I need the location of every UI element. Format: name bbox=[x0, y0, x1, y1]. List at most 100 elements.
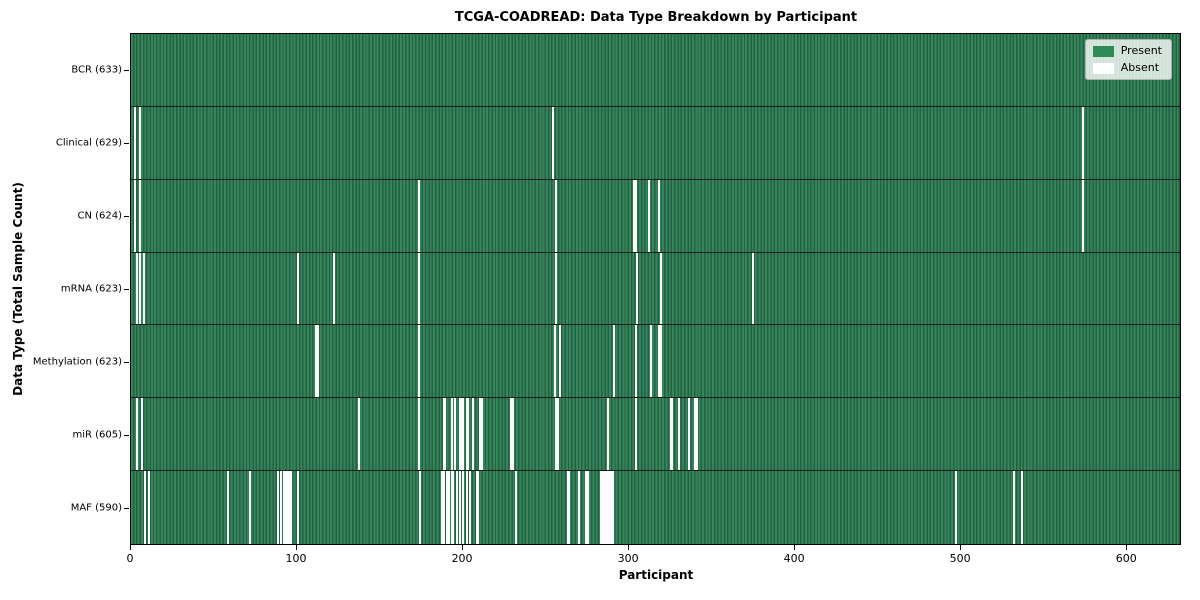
ytick-mark bbox=[124, 435, 129, 436]
absent-cell bbox=[480, 398, 483, 471]
absent-cell bbox=[585, 471, 588, 544]
absent-cell bbox=[144, 471, 147, 544]
y-axis-label: Data Type (Total Sample Count) bbox=[11, 182, 25, 396]
absent-cell bbox=[419, 471, 422, 544]
xtick-mark bbox=[794, 545, 796, 550]
present-swatch bbox=[1092, 45, 1114, 57]
absent-cell bbox=[467, 398, 470, 471]
absent-cell bbox=[609, 471, 612, 544]
absent-cell bbox=[608, 471, 611, 544]
absent-cell bbox=[447, 471, 450, 544]
absent-cell bbox=[276, 471, 279, 544]
xtick-label-600: 600 bbox=[1115, 552, 1137, 565]
xtick-mark bbox=[130, 545, 131, 550]
heatmap-row-CN bbox=[131, 179, 1180, 253]
chart-title: TCGA-COADREAD: Data Type Breakdown by Pa… bbox=[454, 10, 858, 25]
absent-cell bbox=[314, 325, 317, 398]
xtick-mark bbox=[960, 545, 962, 550]
absent-cell bbox=[358, 398, 361, 471]
absent-cell bbox=[696, 398, 699, 471]
absent-cell bbox=[475, 471, 478, 544]
absent-cell bbox=[459, 471, 462, 544]
heatmap-row-Methylation bbox=[131, 325, 1180, 399]
absent-cell bbox=[694, 398, 697, 471]
absent-cell bbox=[135, 252, 138, 325]
absent-cell bbox=[512, 398, 515, 471]
plot-area: Present Absent bbox=[130, 33, 1181, 545]
xtick-label-100: 100 bbox=[285, 552, 307, 565]
absent-cell bbox=[659, 325, 662, 398]
absent-cell bbox=[454, 398, 457, 471]
absent-swatch bbox=[1092, 62, 1114, 74]
absent-cell bbox=[450, 471, 453, 544]
absent-cell bbox=[634, 398, 637, 471]
xtick-label-400: 400 bbox=[783, 552, 805, 565]
absent-cell bbox=[442, 471, 445, 544]
absent-cell bbox=[1082, 179, 1085, 252]
absent-cell bbox=[599, 471, 602, 544]
absent-cell bbox=[142, 252, 145, 325]
absent-cell bbox=[455, 471, 458, 544]
absent-cell bbox=[649, 325, 652, 398]
absent-cell bbox=[606, 471, 609, 544]
absent-cell bbox=[586, 471, 589, 544]
absent-cell bbox=[634, 179, 637, 252]
absent-cell bbox=[139, 179, 142, 252]
absent-cell bbox=[134, 106, 137, 179]
ytick-label-miR: miR (605) bbox=[72, 429, 122, 441]
legend-label-present: Present bbox=[1120, 44, 1162, 57]
absent-cell bbox=[227, 471, 230, 544]
absent-cell bbox=[445, 471, 448, 544]
absent-cell bbox=[296, 252, 299, 325]
absent-cell bbox=[440, 471, 443, 544]
absent-cell bbox=[648, 179, 651, 252]
absent-cell bbox=[671, 398, 674, 471]
xtick-label-0: 0 bbox=[126, 552, 134, 565]
absent-cell bbox=[469, 471, 472, 544]
absent-cell bbox=[603, 471, 606, 544]
absent-cell bbox=[555, 252, 558, 325]
absent-cell bbox=[280, 471, 283, 544]
legend-item-present: Present bbox=[1092, 44, 1162, 57]
xtick-label-300: 300 bbox=[617, 552, 639, 565]
absent-cell bbox=[442, 398, 445, 471]
absent-cell bbox=[465, 398, 468, 471]
absent-cell bbox=[417, 179, 420, 252]
absent-cell bbox=[417, 398, 420, 471]
ytick-mark bbox=[124, 508, 129, 509]
ytick-mark bbox=[124, 362, 129, 363]
absent-cell bbox=[248, 471, 251, 544]
absent-cell bbox=[459, 398, 462, 471]
absent-cell bbox=[634, 325, 637, 398]
absent-cell bbox=[147, 471, 150, 544]
ytick-mark bbox=[124, 70, 129, 71]
absent-cell bbox=[752, 252, 755, 325]
absent-cell bbox=[296, 471, 299, 544]
absent-cell bbox=[669, 398, 672, 471]
xtick-mark bbox=[628, 545, 630, 550]
ytick-label-MAF: MAF (590) bbox=[70, 502, 122, 514]
x-axis-label: Participant bbox=[618, 568, 694, 582]
absent-cell bbox=[677, 398, 680, 471]
absent-cell bbox=[417, 252, 420, 325]
absent-cell bbox=[611, 471, 614, 544]
absent-cell bbox=[134, 179, 137, 252]
absent-cell bbox=[657, 325, 660, 398]
absent-cell bbox=[657, 179, 660, 252]
heatmap-row-MAF bbox=[131, 471, 1180, 544]
absent-cell bbox=[139, 106, 142, 179]
absent-cell bbox=[417, 325, 420, 398]
xtick-label-500: 500 bbox=[949, 552, 971, 565]
absent-cell bbox=[462, 398, 465, 471]
ytick-label-Clinical: Clinical (629) bbox=[55, 137, 122, 149]
absent-cell bbox=[1082, 106, 1085, 179]
absent-cell bbox=[444, 398, 447, 471]
absent-cell bbox=[465, 471, 468, 544]
ytick-mark bbox=[124, 143, 129, 144]
absent-cell bbox=[687, 398, 690, 471]
absent-cell bbox=[139, 252, 142, 325]
absent-cell bbox=[333, 252, 336, 325]
ytick-label-mRNA: mRNA (623) bbox=[60, 283, 122, 295]
absent-cell bbox=[452, 471, 455, 544]
